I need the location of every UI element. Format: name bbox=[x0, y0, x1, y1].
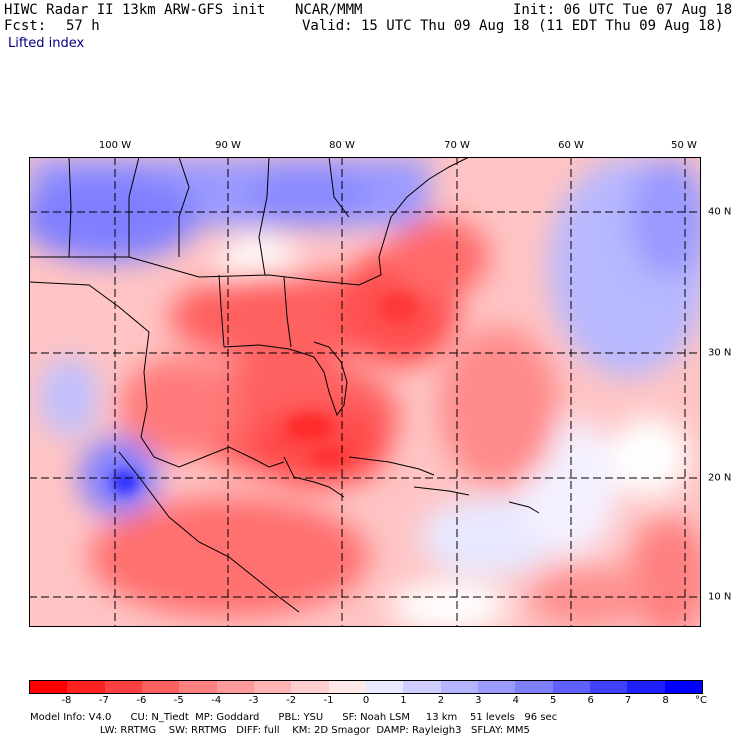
colorbar-swatch bbox=[664, 681, 702, 693]
footer-model-physics: LW: RRTMG SW: RRTMG DIFF: full KM: 2D Sm… bbox=[30, 725, 530, 736]
colorbar-swatch bbox=[30, 681, 68, 693]
colorbar-swatch bbox=[403, 681, 441, 693]
colorbar-tick-label: -1 bbox=[323, 695, 334, 706]
coastlines bbox=[29, 157, 540, 613]
colorbar-tick-label: -3 bbox=[248, 695, 259, 706]
colorbar-swatch bbox=[365, 681, 404, 693]
lifted-index-map bbox=[29, 157, 701, 627]
colorbar-swatch bbox=[67, 681, 105, 693]
colorbar-swatch bbox=[104, 681, 142, 693]
colorbar-swatch bbox=[552, 681, 590, 693]
colorbar-swatch bbox=[589, 681, 628, 693]
colorbar-unit: °C bbox=[695, 695, 707, 706]
colorbar-tick-label: 5 bbox=[550, 695, 557, 706]
forecast-label: Fcst: bbox=[4, 18, 47, 34]
init-time: Init: 06 UTC Tue 07 Aug 18 bbox=[513, 2, 733, 18]
colorbar-swatch bbox=[515, 681, 553, 693]
colorbar-tick-label: 3 bbox=[475, 695, 482, 706]
colorbar-tick-label: -8 bbox=[61, 695, 72, 706]
field-name: Lifted index bbox=[8, 36, 85, 51]
lon-label-80w: 80 W bbox=[329, 140, 355, 151]
colorbar-tick-label: 0 bbox=[362, 695, 370, 706]
lon-label-60w: 60 W bbox=[558, 140, 584, 151]
colorbar-swatch bbox=[253, 681, 292, 693]
colorbar-tick-label: -2 bbox=[286, 695, 297, 706]
lifted-index-field bbox=[29, 157, 701, 627]
colorbar-tick-label: -6 bbox=[136, 695, 147, 706]
organization-label: NCAR/MMM bbox=[295, 2, 363, 18]
colorbar bbox=[29, 680, 703, 694]
footer-model-info: Model Info: V4.0 CU: N_Tiedt MP: Goddard… bbox=[30, 712, 558, 723]
colorbar-swatch bbox=[179, 681, 217, 693]
valid-time: Valid: 15 UTC Thu 09 Aug 18 (11 EDT Thu … bbox=[302, 18, 724, 34]
colorbar-swatch bbox=[291, 681, 329, 693]
colorbar-tick-label: 7 bbox=[624, 695, 632, 706]
lat-label-20n: 20 N bbox=[708, 472, 732, 484]
lat-label-10n: 10 N bbox=[708, 591, 732, 603]
colorbar-tick-label: 2 bbox=[437, 695, 445, 706]
colorbar-tick-label: 4 bbox=[512, 695, 519, 706]
colorbar-swatch bbox=[627, 681, 665, 693]
colorbar-tick-label: 6 bbox=[587, 695, 594, 706]
colorbar-swatch bbox=[216, 681, 254, 693]
colorbar-swatch bbox=[440, 681, 478, 693]
map-frame bbox=[29, 157, 701, 627]
lifted-index-detail bbox=[111, 291, 419, 494]
colorbar-swatch bbox=[477, 681, 516, 693]
lon-label-90w: 90 W bbox=[215, 140, 241, 151]
colorbar-swatch bbox=[328, 681, 366, 693]
colorbar-swatch bbox=[141, 681, 180, 693]
lat-label-30n: 30 N bbox=[708, 347, 732, 359]
colorbar-tick-label: -5 bbox=[173, 695, 184, 706]
lon-label-70w: 70 W bbox=[444, 140, 470, 151]
colorbar-tick-label: -4 bbox=[211, 695, 222, 706]
lon-label-50w: 50 W bbox=[671, 140, 697, 151]
lat-lon-grid bbox=[29, 157, 701, 627]
model-title: HIWC Radar II 13km ARW-GFS init bbox=[4, 2, 266, 18]
colorbar-tick-label: 8 bbox=[662, 695, 669, 706]
colorbar-tick-label: -7 bbox=[98, 695, 109, 706]
colorbar-tick-label: 1 bbox=[400, 695, 407, 706]
lon-label-100w: 100 W bbox=[98, 140, 132, 151]
forecast-hour: 57 h bbox=[66, 18, 100, 34]
lat-label-40n: 40 N bbox=[708, 206, 732, 218]
